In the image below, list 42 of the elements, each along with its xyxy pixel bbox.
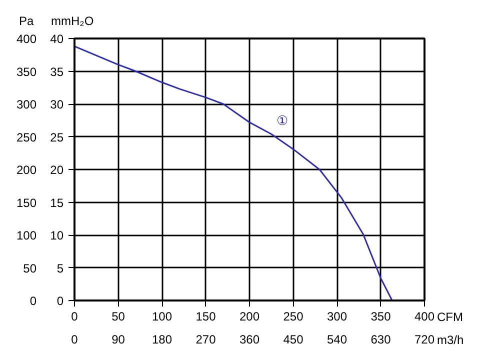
- x-tick-label: 300: [326, 310, 348, 324]
- x-tick-label: 0: [71, 310, 78, 324]
- x2-tick-label: 630: [370, 332, 392, 346]
- y2-tick-label: 20: [50, 163, 64, 177]
- x-tick-label: 150: [196, 310, 216, 324]
- y2-tick-label: 0: [56, 294, 64, 308]
- y-tick-label: 200: [16, 163, 37, 177]
- x-tick-label: 250: [283, 310, 304, 324]
- x-tick-label: 50: [112, 310, 126, 324]
- y2-tick-label: 40: [50, 32, 64, 46]
- x2-tick-label: 360: [239, 332, 260, 346]
- x2-tick-label: 450: [283, 332, 304, 346]
- annotation: ①: [276, 113, 288, 128]
- x2-tick-label: 270: [196, 332, 216, 346]
- y2-tick-label: 5: [56, 261, 64, 276]
- x-tick-label: 400: [414, 310, 435, 324]
- y-tick-label: 100: [16, 228, 37, 242]
- x2-tick-label: 720: [414, 332, 435, 346]
- y2-tick-label: 25: [50, 130, 64, 144]
- y-tick-label: 50: [23, 261, 37, 276]
- y-tick-label: 350: [16, 64, 37, 79]
- y-tick-label: 400: [16, 32, 37, 46]
- y-tick-label: 0: [30, 294, 37, 308]
- x-tick-label: 100: [152, 310, 172, 324]
- x-tick-label: 350: [370, 310, 392, 324]
- y2-tick-label: 35: [50, 64, 64, 79]
- y2-axis-title: mmH₂O: [51, 13, 94, 30]
- y2-tick-label: 15: [50, 196, 64, 210]
- y2-tick-label: 30: [50, 98, 64, 112]
- y-tick-label: 150: [16, 196, 37, 210]
- x2-tick-label: 180: [152, 332, 172, 346]
- x2-tick-label: 0: [71, 332, 78, 346]
- y2-tick-label: 10: [50, 228, 64, 242]
- x2-tick-label: 90: [112, 332, 126, 346]
- y-axis-title: Pa: [19, 13, 34, 30]
- x-tick-label: 200: [239, 310, 260, 324]
- x2-axis-title: m3/h: [437, 332, 464, 349]
- x2-tick-label: 540: [326, 332, 348, 346]
- y-tick-label: 300: [16, 98, 37, 112]
- y-tick-label: 250: [16, 130, 37, 144]
- x-axis-title: CFM: [437, 309, 463, 326]
- line-series: [74, 46, 393, 300]
